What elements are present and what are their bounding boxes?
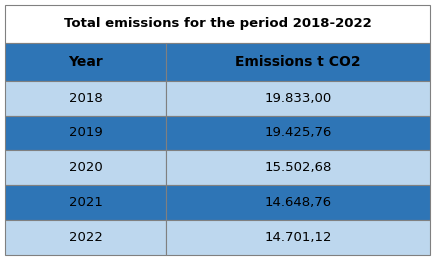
Bar	[166, 151, 429, 185]
Text: 2020: 2020	[69, 161, 102, 174]
Text: 14.701,12: 14.701,12	[264, 231, 331, 244]
Bar	[5, 151, 166, 185]
Text: 15.502,68: 15.502,68	[264, 161, 331, 174]
Bar	[166, 43, 429, 81]
Text: 2022: 2022	[69, 231, 102, 244]
Text: 19.425,76: 19.425,76	[264, 126, 331, 139]
Text: Emissions t CO2: Emissions t CO2	[235, 55, 360, 69]
Bar	[5, 43, 166, 81]
Text: 2021: 2021	[69, 196, 102, 209]
Bar	[5, 81, 166, 115]
Text: Year: Year	[68, 55, 103, 69]
Text: 2019: 2019	[69, 126, 102, 139]
Bar	[5, 5, 429, 43]
Bar	[166, 220, 429, 255]
Bar	[166, 115, 429, 151]
Text: 19.833,00: 19.833,00	[264, 92, 331, 105]
Bar	[5, 185, 166, 220]
Bar	[5, 115, 166, 151]
Bar	[166, 185, 429, 220]
Text: Total emissions for the period 2018-2022: Total emissions for the period 2018-2022	[63, 17, 371, 30]
Text: 14.648,76: 14.648,76	[264, 196, 331, 209]
Bar	[5, 220, 166, 255]
Bar	[166, 81, 429, 115]
Text: 2018: 2018	[69, 92, 102, 105]
